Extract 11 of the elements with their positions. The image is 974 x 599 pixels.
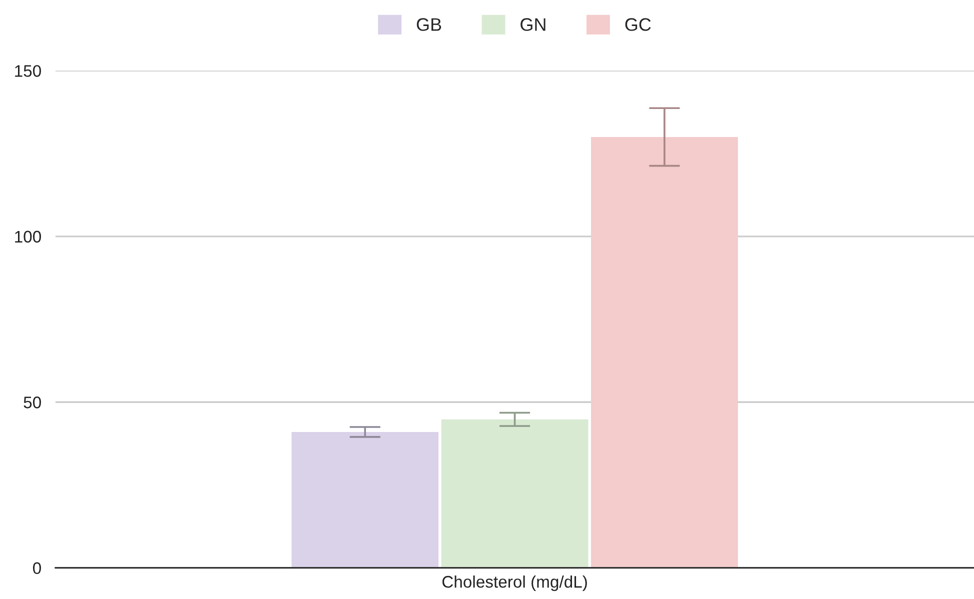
- bar: [441, 419, 588, 568]
- legend-label: GB: [416, 18, 442, 31]
- y-tick-label: 0: [33, 562, 41, 574]
- x-axis-title: Cholesterol (mg/dL): [442, 575, 587, 592]
- y-tick-label: 50: [24, 396, 41, 408]
- bar: [292, 432, 439, 568]
- legend-label: GC: [625, 18, 651, 31]
- legend-label: GN: [520, 18, 546, 31]
- bar: [590, 136, 738, 568]
- y-tick-label: 150: [15, 65, 41, 77]
- y-tick-label: 100: [15, 230, 41, 243]
